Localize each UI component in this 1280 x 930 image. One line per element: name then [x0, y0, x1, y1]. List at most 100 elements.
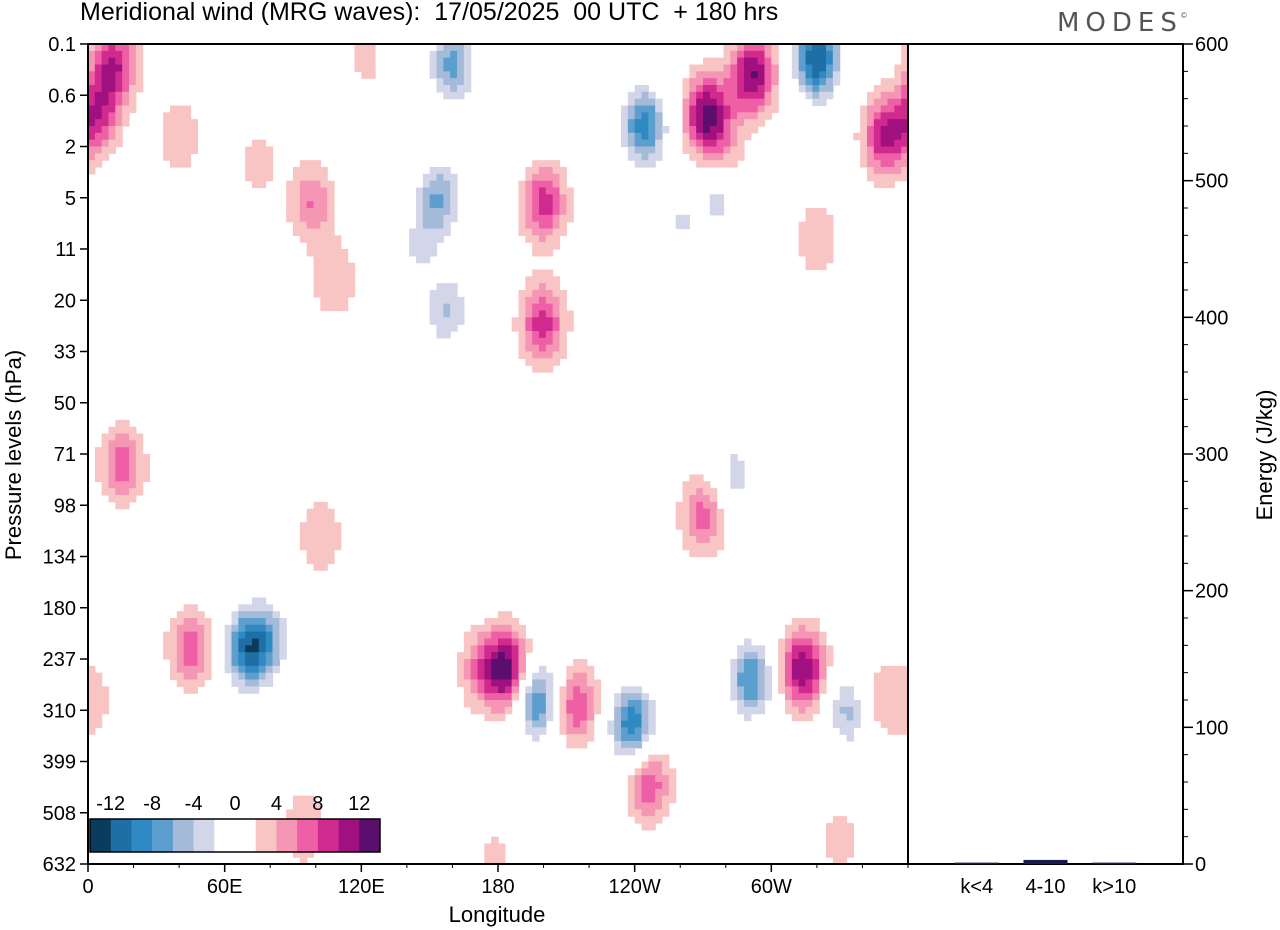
- heatmap-cell: [101, 98, 110, 107]
- heatmap-cell: [436, 64, 444, 72]
- heatmap-cell: [778, 665, 786, 674]
- heatmap-cell: [183, 652, 192, 660]
- heatmap-cell: [88, 139, 96, 148]
- heatmap-cell: [190, 618, 198, 626]
- chart-title: Meridional wind (MRG waves): 17/05/2025 …: [80, 0, 779, 26]
- heatmap-cell: [805, 214, 813, 223]
- heatmap-cell: [463, 665, 472, 674]
- heatmap-cell: [798, 249, 807, 257]
- heatmap-cell: [730, 686, 738, 694]
- heatmap-cell: [703, 105, 711, 113]
- heatmap-cell: [94, 706, 103, 715]
- heatmap-cell: [826, 659, 834, 667]
- heatmap-cell: [368, 64, 376, 72]
- heatmap-cell: [101, 693, 110, 701]
- heatmap-cell: [559, 180, 567, 189]
- heatmap-cell: [593, 706, 602, 715]
- heatmap-cell: [539, 283, 547, 291]
- heatmap-cell: [129, 44, 137, 52]
- heatmap-cell: [340, 276, 349, 284]
- heatmap-cell: [457, 310, 465, 318]
- colorbar-label: 8: [312, 793, 323, 815]
- heatmap-cell: [327, 508, 335, 517]
- heatmap-cell: [491, 836, 499, 845]
- heatmap-cell: [299, 201, 308, 209]
- heatmap-cell: [566, 686, 574, 694]
- heatmap-cell: [532, 734, 540, 742]
- heatmap-cell: [634, 112, 643, 120]
- heatmap-cell: [812, 214, 820, 223]
- heatmap-cell: [436, 173, 444, 182]
- heatmap-cell: [709, 139, 718, 148]
- heatmap-cell: [443, 187, 451, 195]
- heatmap-cell: [764, 44, 772, 52]
- heatmap-cell: [265, 652, 274, 660]
- heatmap-cell: [627, 139, 636, 148]
- heatmap-cell: [573, 727, 581, 735]
- heatmap-cell: [498, 611, 506, 619]
- heatmap-cell: [129, 467, 137, 476]
- heatmap-cell: [621, 119, 629, 127]
- heatmap-cell: [525, 727, 533, 735]
- heatmap-cell: [320, 235, 328, 243]
- heatmap-cell: [750, 85, 759, 93]
- heatmap-cell: [764, 672, 772, 681]
- heatmap-cell: [286, 187, 294, 195]
- heatmap-cell: [354, 64, 362, 72]
- heatmap-cell: [129, 85, 137, 93]
- heatmap-cell: [183, 672, 192, 681]
- heatmap-cell: [771, 85, 779, 93]
- heatmap-cell: [757, 44, 766, 52]
- heatmap-cell: [716, 508, 725, 517]
- heatmap-cell: [238, 624, 246, 633]
- heatmap-cell: [586, 706, 595, 715]
- heatmap-cell: [176, 665, 185, 674]
- heatmap-cell: [436, 167, 444, 175]
- heatmap-cell: [340, 269, 349, 277]
- heatmap-cell: [320, 262, 328, 271]
- heatmap-cell: [293, 180, 301, 189]
- heatmap-cell: [409, 235, 417, 243]
- heatmap-cell: [539, 296, 547, 305]
- heatmap-cell: [627, 775, 636, 783]
- heatmap-cell: [662, 775, 670, 783]
- heatmap-cell: [306, 228, 315, 236]
- heatmap-cell: [689, 91, 697, 100]
- heatmap-cell: [703, 529, 711, 537]
- heatmap-cell: [634, 693, 643, 701]
- heatmap-cell: [559, 324, 567, 332]
- heatmap-cell: [545, 672, 554, 681]
- heatmap-cell: [170, 119, 178, 127]
- heatmap-cell: [108, 50, 116, 59]
- energy-panel-frame: [907, 43, 1184, 865]
- heatmap-cell: [860, 139, 868, 148]
- heatmap-cell: [115, 132, 123, 141]
- heatmap-cell: [696, 153, 704, 161]
- heatmap-cell: [559, 303, 567, 312]
- heatmap-cell: [675, 221, 684, 230]
- heatmap-cell: [429, 64, 438, 72]
- heatmap-cell: [108, 126, 116, 134]
- heatmap-cell: [484, 665, 492, 674]
- heatmap-cell: [744, 91, 752, 100]
- heatmap-cell: [552, 331, 561, 339]
- heatmap-cell: [723, 57, 731, 66]
- heatmap-cell: [682, 105, 690, 113]
- heatmap-cell: [614, 727, 622, 735]
- heatmap-cell: [750, 652, 759, 660]
- heatmap-cell: [627, 809, 636, 817]
- heatmap-cell: [252, 160, 260, 168]
- heatmap-cell: [689, 139, 697, 148]
- heatmap-cell: [812, 221, 820, 230]
- heatmap-cell: [176, 618, 185, 626]
- heatmap-cell: [853, 706, 861, 715]
- heatmap-cell: [115, 426, 123, 435]
- heatmap-cell: [320, 556, 328, 564]
- heatmap-cell: [539, 344, 547, 353]
- heatmap-cell: [730, 665, 738, 674]
- heatmap-cell: [559, 331, 567, 339]
- heatmap-cell: [580, 679, 588, 687]
- heatmap-cell: [129, 57, 137, 66]
- heatmap-cell: [163, 119, 171, 127]
- heatmap-cell: [245, 665, 253, 674]
